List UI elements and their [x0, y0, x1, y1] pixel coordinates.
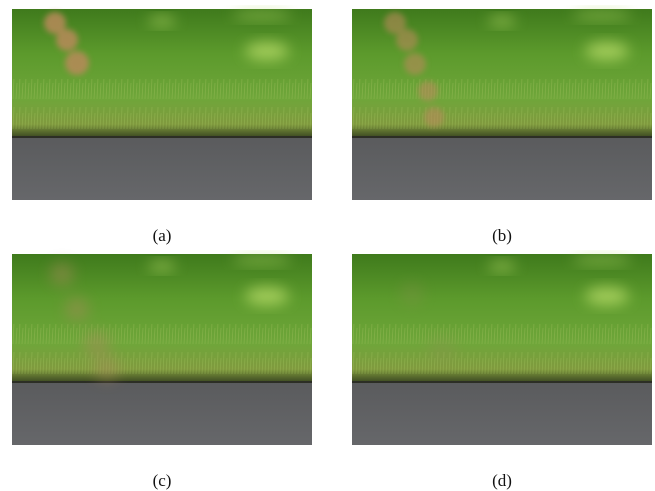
panel-a — [12, 9, 312, 200]
caption: (d) — [492, 471, 512, 490]
figure: (a) (b) (c) (d) — [0, 0, 655, 491]
panel-c — [12, 254, 312, 445]
panel-d — [352, 254, 652, 445]
caption: (b) — [492, 226, 512, 245]
panel-b — [352, 9, 652, 200]
caption: (c) — [153, 471, 172, 490]
caption: (a) — [153, 226, 172, 245]
